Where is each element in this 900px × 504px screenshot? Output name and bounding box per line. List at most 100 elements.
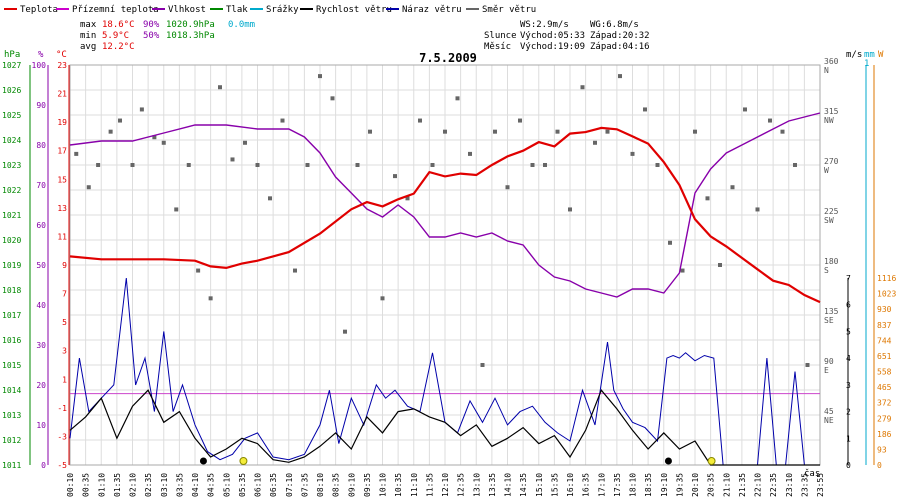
wind-direction-point <box>568 207 572 212</box>
rain-top-tick: 1 <box>864 59 869 69</box>
x-tick-label: 08:10 <box>316 473 325 497</box>
stats-max-rain: 0.0mm <box>228 20 255 30</box>
temperature-tick-label: 9 <box>62 261 67 270</box>
x-tick-label: 12:35 <box>457 473 466 497</box>
wind-direction-point <box>593 140 597 145</box>
humidity-tick-label: 0 <box>41 461 46 470</box>
x-tick-label: 03:10 <box>160 473 169 497</box>
temperature-tick-label: 7 <box>62 290 67 299</box>
solar-tick-label: 837 <box>877 321 892 330</box>
legend-label: Srážky <box>266 5 299 15</box>
wind-direction-point <box>505 185 510 190</box>
plot-frame <box>69 64 821 466</box>
x-tick-label: 07:35 <box>300 473 309 497</box>
temperature-tick-label: -5 <box>57 461 67 470</box>
temperature-tick-label: 23 <box>57 61 67 70</box>
wind-direction-point <box>405 196 410 201</box>
wind-direction-point <box>174 207 179 212</box>
x-tick-label: 12:10 <box>441 473 450 497</box>
pressure-tick-label: 1013 <box>2 411 21 420</box>
legend-label: Přízemní teplota <box>72 5 159 15</box>
wind-direction-point <box>368 129 372 134</box>
x-tick-label: 02:35 <box>144 473 153 497</box>
x-tick-label: 21:10 <box>722 473 731 497</box>
wind-direction-point <box>643 107 647 112</box>
wind-direction-point <box>418 118 422 123</box>
x-tick-label: 05:35 <box>238 473 247 497</box>
legend-label: Náraz větru <box>402 5 462 15</box>
x-tick-label: 13:10 <box>472 473 481 497</box>
wind-direction-point <box>318 74 322 79</box>
wind-direction-point <box>530 163 535 167</box>
legend-label: Rychlost větru <box>316 5 392 15</box>
wind-direction-tick-label: 225 <box>824 207 839 216</box>
wind-direction-point <box>343 329 347 334</box>
humidity-tick-label: 80 <box>36 141 46 150</box>
wind-direction-point <box>139 107 144 112</box>
x-tick-label: 21:35 <box>738 473 747 497</box>
x-tick-label: 11:35 <box>425 473 434 497</box>
temperature-tick-label: 5 <box>62 318 67 327</box>
wind-direction-tick-label: 135 <box>824 307 839 316</box>
wind-direction-point <box>493 129 497 134</box>
wind-direction-tick-label: 270 <box>824 157 839 166</box>
wind-direction-point <box>618 74 622 79</box>
x-tick-label: 18:35 <box>644 473 653 497</box>
temperature-tick-label: 11 <box>57 232 67 241</box>
wind-speed-tick-label: 5 <box>846 327 851 336</box>
wind-direction-point <box>196 268 201 273</box>
x-tick-label: 22:35 <box>769 473 778 497</box>
rain-unit: mm <box>864 50 875 60</box>
wind-wg: WG:6.8m/s <box>590 20 639 30</box>
axes: 1011101210131014101510161017101810191020… <box>2 57 896 470</box>
x-tick-label: 23:35 <box>800 473 809 497</box>
x-tick-label: 17:10 <box>597 473 606 497</box>
solar-tick-label: 93 <box>877 445 887 454</box>
humidity-tick-label: 60 <box>36 221 46 230</box>
pressure-unit: hPa <box>4 50 20 60</box>
wind-direction-point <box>280 118 285 123</box>
temperature-tick-label: 15 <box>57 175 67 184</box>
temperature-unit: °C <box>56 50 67 60</box>
pressure-tick-label: 1019 <box>2 261 21 270</box>
wind-direction-point <box>443 129 447 134</box>
wind-direction-tick-label: NE <box>824 416 834 425</box>
legend: Teplota Přízemní teplota Vlhkost Tlak Srážky… <box>4 5 536 15</box>
x-tick-label: 13:35 <box>488 473 497 497</box>
x-tick-label: 20:10 <box>691 473 700 497</box>
temperature-tick-label: 3 <box>62 347 67 356</box>
pressure-tick-label: 1021 <box>2 211 21 220</box>
pressure-tick-label: 1015 <box>2 361 21 370</box>
time-axis-label: čas <box>804 468 820 479</box>
x-tick-label: 20:35 <box>707 473 716 497</box>
wind-direction-point <box>705 196 710 201</box>
wind-direction-point <box>605 129 610 134</box>
solar-tick-label: 558 <box>877 368 892 377</box>
wind-direction-point <box>668 240 672 245</box>
wind-direction-point <box>468 151 472 156</box>
pressure-tick-label: 1012 <box>2 436 21 445</box>
temperature-tick-label: 13 <box>57 204 67 213</box>
pressure-tick-label: 1018 <box>2 286 21 295</box>
temperature-tick-label: -3 <box>57 432 67 441</box>
humidity-tick-label: 100 <box>32 61 47 70</box>
wind-direction-point <box>743 107 747 112</box>
wind-direction-point <box>580 85 585 90</box>
x-tick-label: 08:35 <box>332 473 341 497</box>
wind-direction-point <box>74 151 79 156</box>
x-tick-label: 01:35 <box>113 473 122 497</box>
wind-direction-point <box>630 151 635 156</box>
wind-direction-point <box>693 129 697 134</box>
wind-direction-point <box>86 185 91 190</box>
wind-direction-tick-label: W <box>824 166 829 175</box>
stats-min-label: min <box>80 31 96 41</box>
x-tick-label: 06:35 <box>269 473 278 497</box>
temperature-tick-label: 17 <box>57 147 67 156</box>
stats-min-press: 1018.3hPa <box>166 31 215 41</box>
x-tick-label: 04:35 <box>207 473 216 497</box>
humidity-tick-label: 40 <box>36 301 46 310</box>
wind-direction-point <box>186 163 191 167</box>
x-tick-label: 00:35 <box>82 473 91 497</box>
wind-direction-point <box>208 296 213 301</box>
